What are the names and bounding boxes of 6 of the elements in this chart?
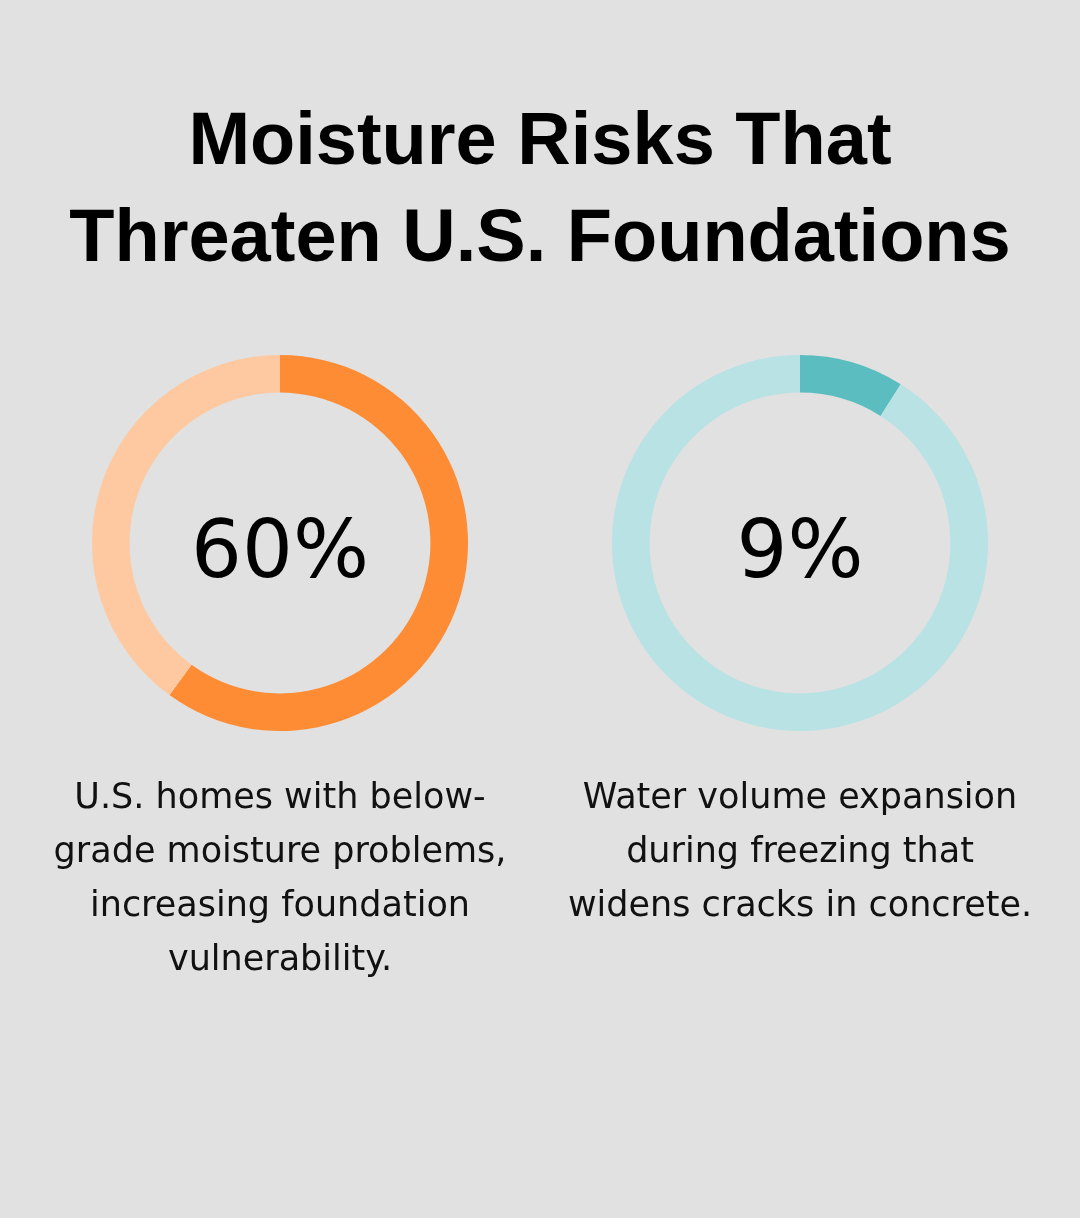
text: 60% bbox=[191, 502, 369, 596]
text: U.S. homes with below-grade moisture problems, increasing foundation vulnerability. bbox=[52, 775, 508, 980]
text: Water volume expansion during freezing that widens cracks in concrete. bbox=[567, 775, 1033, 926]
text: 9% bbox=[736, 502, 864, 596]
donut-slice bbox=[169, 355, 468, 731]
chart-title: Moisture Risks That Threaten U.S. Foundations bbox=[68, 96, 1012, 279]
